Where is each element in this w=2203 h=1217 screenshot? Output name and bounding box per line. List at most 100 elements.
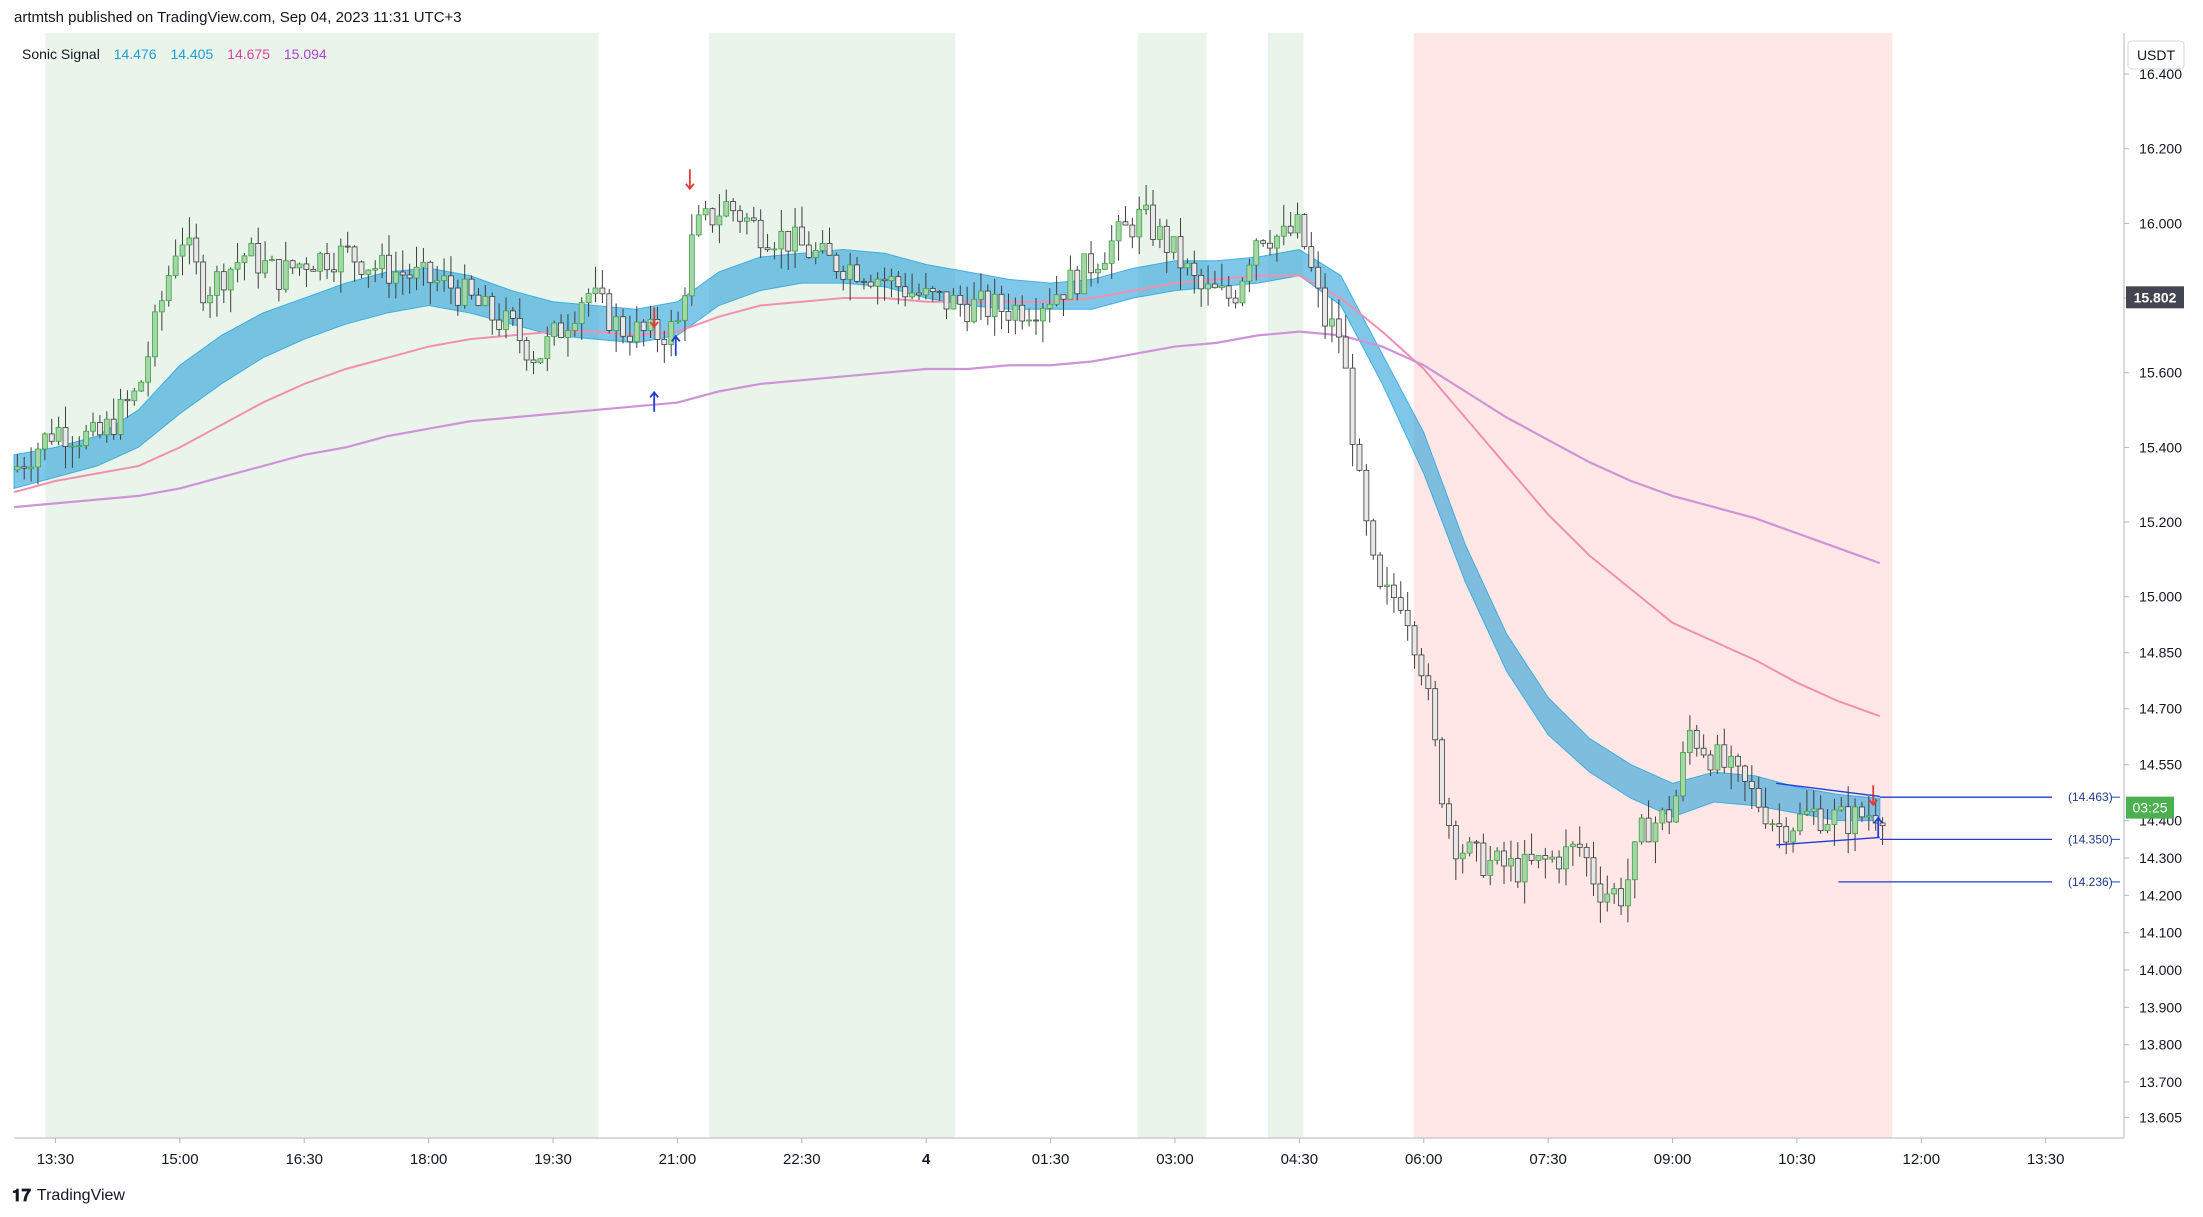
candle (922, 272, 929, 300)
candle (1143, 185, 1150, 215)
candle-body (1033, 319, 1039, 322)
candle (1563, 829, 1569, 886)
candle (633, 306, 640, 348)
candle (1762, 787, 1769, 829)
candle (840, 265, 847, 291)
candle-body (599, 287, 606, 295)
candle-body (861, 280, 867, 283)
candle-body (1301, 214, 1308, 248)
candle (1095, 263, 1101, 284)
countdown-label: 03:25 (2132, 800, 2167, 816)
candle (799, 206, 805, 246)
candle-body (1865, 815, 1872, 818)
currency-button[interactable]: USDT (2127, 40, 2185, 70)
candle-body (854, 264, 860, 282)
candle-body (1170, 236, 1177, 253)
candle-body (1824, 824, 1831, 832)
currency-label: USDT (2137, 47, 2176, 63)
candle (1115, 214, 1122, 261)
candle (1012, 297, 1019, 335)
candle-body (1012, 304, 1019, 321)
candle-body (1810, 808, 1817, 812)
candle (888, 268, 895, 298)
triangle-lower-line (1776, 836, 1880, 846)
candle-body (826, 243, 833, 256)
candle (1053, 275, 1060, 307)
footer-brand[interactable]: 𝟏𝟕 TradingView (12, 1186, 125, 1206)
candle-body (220, 271, 227, 291)
candle (1487, 846, 1494, 886)
y-tick-label: 14.300 (2139, 850, 2182, 866)
candle-body (83, 430, 90, 446)
candle-body (984, 290, 991, 317)
candle (861, 278, 867, 290)
candle (1205, 265, 1211, 306)
candle (984, 284, 991, 326)
candle-body (1666, 809, 1673, 823)
candle-body (372, 268, 379, 271)
candle-body (158, 300, 165, 313)
candle-body (723, 201, 730, 217)
candle (1342, 315, 1349, 369)
candle-body (186, 237, 193, 246)
candle-body (640, 321, 647, 331)
candle-body (1308, 246, 1315, 268)
candle (991, 278, 998, 336)
brand-name: TradingView (36, 1187, 125, 1204)
candle (1212, 270, 1218, 289)
candle (1652, 816, 1659, 864)
x-tick-label: 16:30 (285, 1151, 323, 1168)
candle-body (957, 294, 964, 305)
candle-body (62, 427, 69, 447)
candle-body (165, 275, 172, 302)
candle-body (1845, 806, 1852, 834)
y-tick-label: 14.100 (2139, 925, 2182, 941)
triangle-upper-line (1776, 782, 1880, 798)
x-tick-label: 07:30 (1529, 1151, 1567, 1168)
candle (200, 254, 207, 311)
candle (1693, 724, 1700, 757)
candle-body (1762, 806, 1769, 825)
candle (1508, 840, 1514, 882)
candle-body (1212, 283, 1218, 289)
arrow-head (1873, 816, 1883, 824)
candle-body (1494, 850, 1501, 861)
candle (1267, 230, 1273, 256)
candle (620, 308, 626, 344)
candle-body (709, 208, 716, 226)
price-level-label: (14.350) (2068, 832, 2113, 846)
candle (358, 260, 365, 279)
candle (351, 245, 358, 282)
candle (1046, 288, 1053, 323)
candle-body (1232, 297, 1239, 304)
legend-value-1: 14.476 (114, 46, 157, 62)
candle-body (909, 292, 915, 298)
candle-body (214, 271, 220, 296)
candle (544, 326, 551, 372)
chart-frame (14, 33, 2125, 1139)
candle (496, 303, 503, 337)
candle-body (998, 293, 1005, 312)
candle-body (138, 381, 145, 392)
candle-body (943, 291, 950, 310)
candle (1852, 798, 1858, 852)
candle-body (1384, 584, 1390, 588)
candle (509, 306, 516, 327)
candle (1817, 795, 1824, 834)
y-tick-label: 13.605 (2139, 1109, 2182, 1125)
indicator-legend[interactable]: Sonic Signal 14.476 14.405 14.675 15.094 (22, 46, 327, 62)
candle (1742, 764, 1748, 802)
axes-layer: 16.40016.20016.00015.80015.60015.40015.2… (37, 40, 2185, 1168)
y-tick-label: 16.200 (2139, 141, 2182, 157)
candle-body (358, 261, 365, 275)
candle (1184, 258, 1191, 276)
candle (1425, 663, 1432, 701)
candle-body (28, 466, 34, 469)
candle-body (1315, 266, 1322, 289)
candle-body (434, 280, 441, 283)
candle (21, 456, 28, 480)
candle-body (379, 254, 386, 269)
candle (654, 306, 661, 353)
candle (1039, 303, 1046, 343)
